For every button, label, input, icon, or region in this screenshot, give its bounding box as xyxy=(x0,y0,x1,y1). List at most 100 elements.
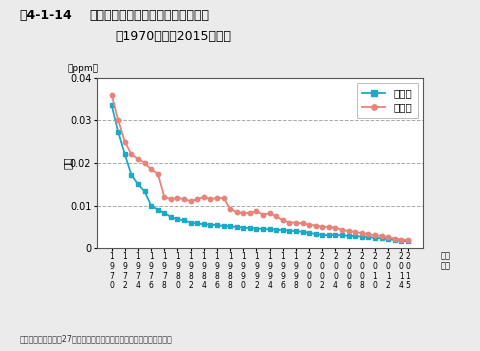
自排局 xyxy=(121,139,127,144)
Text: （年
度）: （年 度） xyxy=(439,251,449,270)
自排局 xyxy=(148,167,154,171)
自排局 xyxy=(181,197,187,201)
一般局 xyxy=(207,223,213,227)
自排局 xyxy=(128,152,134,157)
一般局 xyxy=(148,204,154,208)
自排局 xyxy=(319,225,324,229)
一般局 xyxy=(378,236,384,240)
自排局 xyxy=(233,210,239,214)
一般局 xyxy=(391,238,397,242)
自排局 xyxy=(338,228,344,232)
一般局 xyxy=(286,229,292,233)
自排局 xyxy=(227,207,232,211)
Text: 二酸化硫黄濃度の年平均値の推移: 二酸化硫黄濃度の年平均値の推移 xyxy=(89,9,208,22)
自排局 xyxy=(253,209,259,213)
一般局 xyxy=(306,231,312,235)
一般局 xyxy=(260,227,265,231)
Line: 自排局: 自排局 xyxy=(109,93,409,242)
一般局 xyxy=(404,239,410,243)
自排局 xyxy=(279,218,285,223)
自排局 xyxy=(352,230,358,234)
自排局 xyxy=(194,197,200,201)
一般局 xyxy=(397,239,403,243)
一般局 xyxy=(194,221,200,225)
自排局 xyxy=(365,232,371,236)
自排局 xyxy=(240,211,246,215)
自排局 xyxy=(404,238,410,242)
一般局 xyxy=(266,227,272,231)
自排局 xyxy=(168,197,173,201)
自排局 xyxy=(174,196,180,200)
自排局 xyxy=(260,213,265,217)
自排局 xyxy=(312,224,318,228)
一般局 xyxy=(273,228,278,232)
一般局 xyxy=(220,224,226,228)
一般局 xyxy=(155,208,160,212)
一般局 xyxy=(292,229,298,233)
自排局 xyxy=(345,229,351,233)
一般局 xyxy=(128,173,134,177)
一般局 xyxy=(161,211,167,215)
自排局 xyxy=(292,220,298,225)
一般局 xyxy=(312,232,318,236)
自排局 xyxy=(378,234,384,238)
一般局 xyxy=(384,237,390,241)
自排局 xyxy=(201,195,206,199)
自排局 xyxy=(161,195,167,199)
一般局 xyxy=(214,223,219,227)
一般局 xyxy=(253,226,259,231)
Text: 資料：環境省「平成27年度大気汚染状況について（報道発表資料）」: 資料：環境省「平成27年度大気汚染状況について（報道発表資料）」 xyxy=(19,334,172,343)
自排局 xyxy=(207,197,213,201)
一般局 xyxy=(142,189,147,193)
自排局 xyxy=(306,223,312,227)
一般局 xyxy=(135,182,141,186)
一般局 xyxy=(168,215,173,219)
Text: 濃度: 濃度 xyxy=(62,157,72,169)
一般局 xyxy=(227,224,232,229)
自排局 xyxy=(384,235,390,239)
自排局 xyxy=(187,199,193,203)
自排局 xyxy=(325,225,331,229)
一般局 xyxy=(338,233,344,237)
一般局 xyxy=(352,234,358,238)
一般局 xyxy=(174,217,180,221)
自排局 xyxy=(372,233,377,237)
自排局 xyxy=(397,238,403,242)
一般局 xyxy=(345,234,351,238)
一般局 xyxy=(358,234,364,239)
Line: 一般局: 一般局 xyxy=(109,103,409,244)
自排局 xyxy=(142,161,147,165)
Text: 図4-1-14: 図4-1-14 xyxy=(19,9,72,22)
一般局 xyxy=(372,236,377,240)
一般局 xyxy=(279,228,285,232)
一般局 xyxy=(325,233,331,237)
一般局 xyxy=(299,230,305,234)
一般局 xyxy=(319,233,324,237)
一般局 xyxy=(108,103,114,107)
一般局 xyxy=(247,226,252,230)
一般局 xyxy=(365,235,371,239)
一般局 xyxy=(115,130,121,134)
自排局 xyxy=(247,211,252,215)
一般局 xyxy=(233,225,239,229)
自排局 xyxy=(286,220,292,225)
自排局 xyxy=(273,214,278,218)
Text: （1970年度〜2015年度）: （1970年度〜2015年度） xyxy=(115,30,231,43)
自排局 xyxy=(266,211,272,215)
自排局 xyxy=(115,118,121,122)
一般局 xyxy=(187,220,193,225)
自排局 xyxy=(135,157,141,161)
自排局 xyxy=(108,93,114,97)
一般局 xyxy=(240,226,246,230)
自排局 xyxy=(155,171,160,176)
自排局 xyxy=(214,196,219,200)
Legend: 一般局, 自排局: 一般局, 自排局 xyxy=(356,83,417,118)
自排局 xyxy=(358,231,364,235)
一般局 xyxy=(121,152,127,157)
Text: （ppm）: （ppm） xyxy=(67,64,98,73)
一般局 xyxy=(201,222,206,226)
自排局 xyxy=(332,226,337,230)
自排局 xyxy=(299,221,305,225)
自排局 xyxy=(391,237,397,241)
自排局 xyxy=(220,196,226,200)
